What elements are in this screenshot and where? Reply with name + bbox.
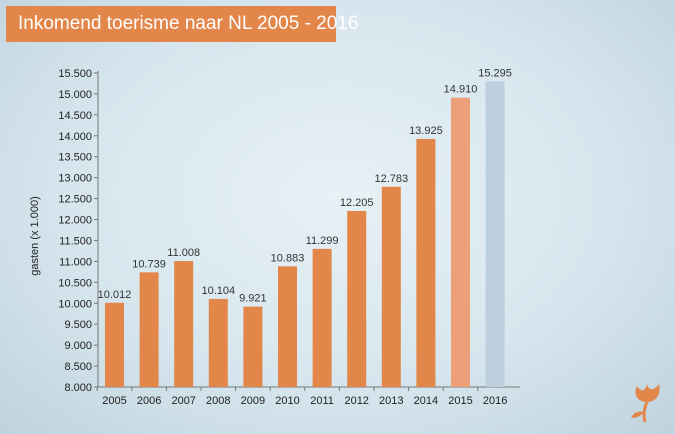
y-tick-label: 11.000 [59,256,92,268]
y-tick-label: 15.000 [58,89,92,101]
x-tick-label-2011: 2011 [310,395,334,407]
y-tick-label: 14.500 [58,110,92,122]
value-label-2009: 9.921 [239,293,267,305]
x-tick-label-2016: 2016 [483,395,507,407]
bar-2011 [312,248,332,387]
y-tick-label: 8.000 [64,382,92,394]
x-tick-label-2009: 2009 [241,395,265,407]
value-label-2012: 12.205 [340,197,374,209]
y-tick-label: 10.500 [58,277,92,289]
y-tick-label: 9.500 [64,319,92,331]
chart-title: Inkomend toerisme naar NL 2005 - 2016 [6,6,358,42]
value-label-2014: 13.925 [409,125,443,137]
y-tick-label: 11.500 [59,235,92,247]
y-tick-label: 13.500 [58,152,92,164]
x-tick-label-2005: 2005 [102,395,126,407]
value-label-2015: 14.910 [444,84,478,96]
value-label-2008: 10.104 [201,285,235,297]
y-tick-label: 12.000 [58,215,92,227]
y-axis-label: gasten (x 1.000) [29,196,41,276]
bar-2006 [139,272,159,387]
value-label-2005: 10.012 [98,289,132,301]
chart-labels: 10.012 2005 10.739 2006 11.008 2007 10.104 2008… [98,68,512,407]
value-label-2011: 11.299 [306,235,339,247]
chart-axes: 8.000 8.500 9.000 9.500 10.000 10.500 11.000 11… [58,68,520,394]
bar-2016 [485,81,505,387]
y-tick-label: 8.500 [64,361,92,373]
y-tick-label: 13.000 [58,173,92,185]
x-tick-label-2006: 2006 [137,395,161,407]
x-tick-label-2008: 2008 [206,395,230,407]
value-label-2016: 15.295 [478,68,512,80]
bar-2014 [416,138,436,387]
x-tick-label-2015: 2015 [448,395,472,407]
bar-2007 [174,261,194,387]
value-label-2013: 12.783 [374,173,408,185]
x-tick-label-2012: 2012 [344,395,368,407]
bar-2012 [347,210,367,387]
value-label-2006: 10.739 [132,258,166,270]
x-tick-label-2013: 2013 [379,395,403,407]
y-tick-label: 9.000 [64,340,92,352]
flower-logo-icon [631,384,660,423]
x-tick-label-2010: 2010 [275,395,299,407]
y-tick-label: 14.000 [58,131,92,143]
bar-2009 [243,306,263,387]
x-tick-label-2014: 2014 [414,395,438,407]
bar-2008 [208,298,228,387]
value-label-2007: 11.008 [167,247,200,259]
bar-2005 [105,302,124,387]
bar-2015 [451,97,470,388]
y-tick-label: 12.500 [58,194,92,206]
y-tick-label: 15.500 [58,68,92,80]
chart-bars [105,81,505,388]
bar-2010 [278,266,297,387]
y-tick-label: 10.000 [58,298,92,310]
x-tick-label-2007: 2007 [171,395,195,407]
bar-2013 [381,186,401,387]
value-label-2010: 10.883 [271,252,305,264]
